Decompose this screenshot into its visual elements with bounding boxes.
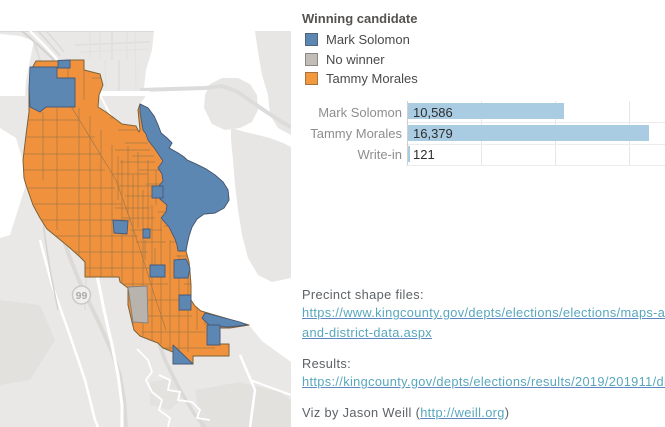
svg-text:99: 99 (76, 290, 88, 302)
